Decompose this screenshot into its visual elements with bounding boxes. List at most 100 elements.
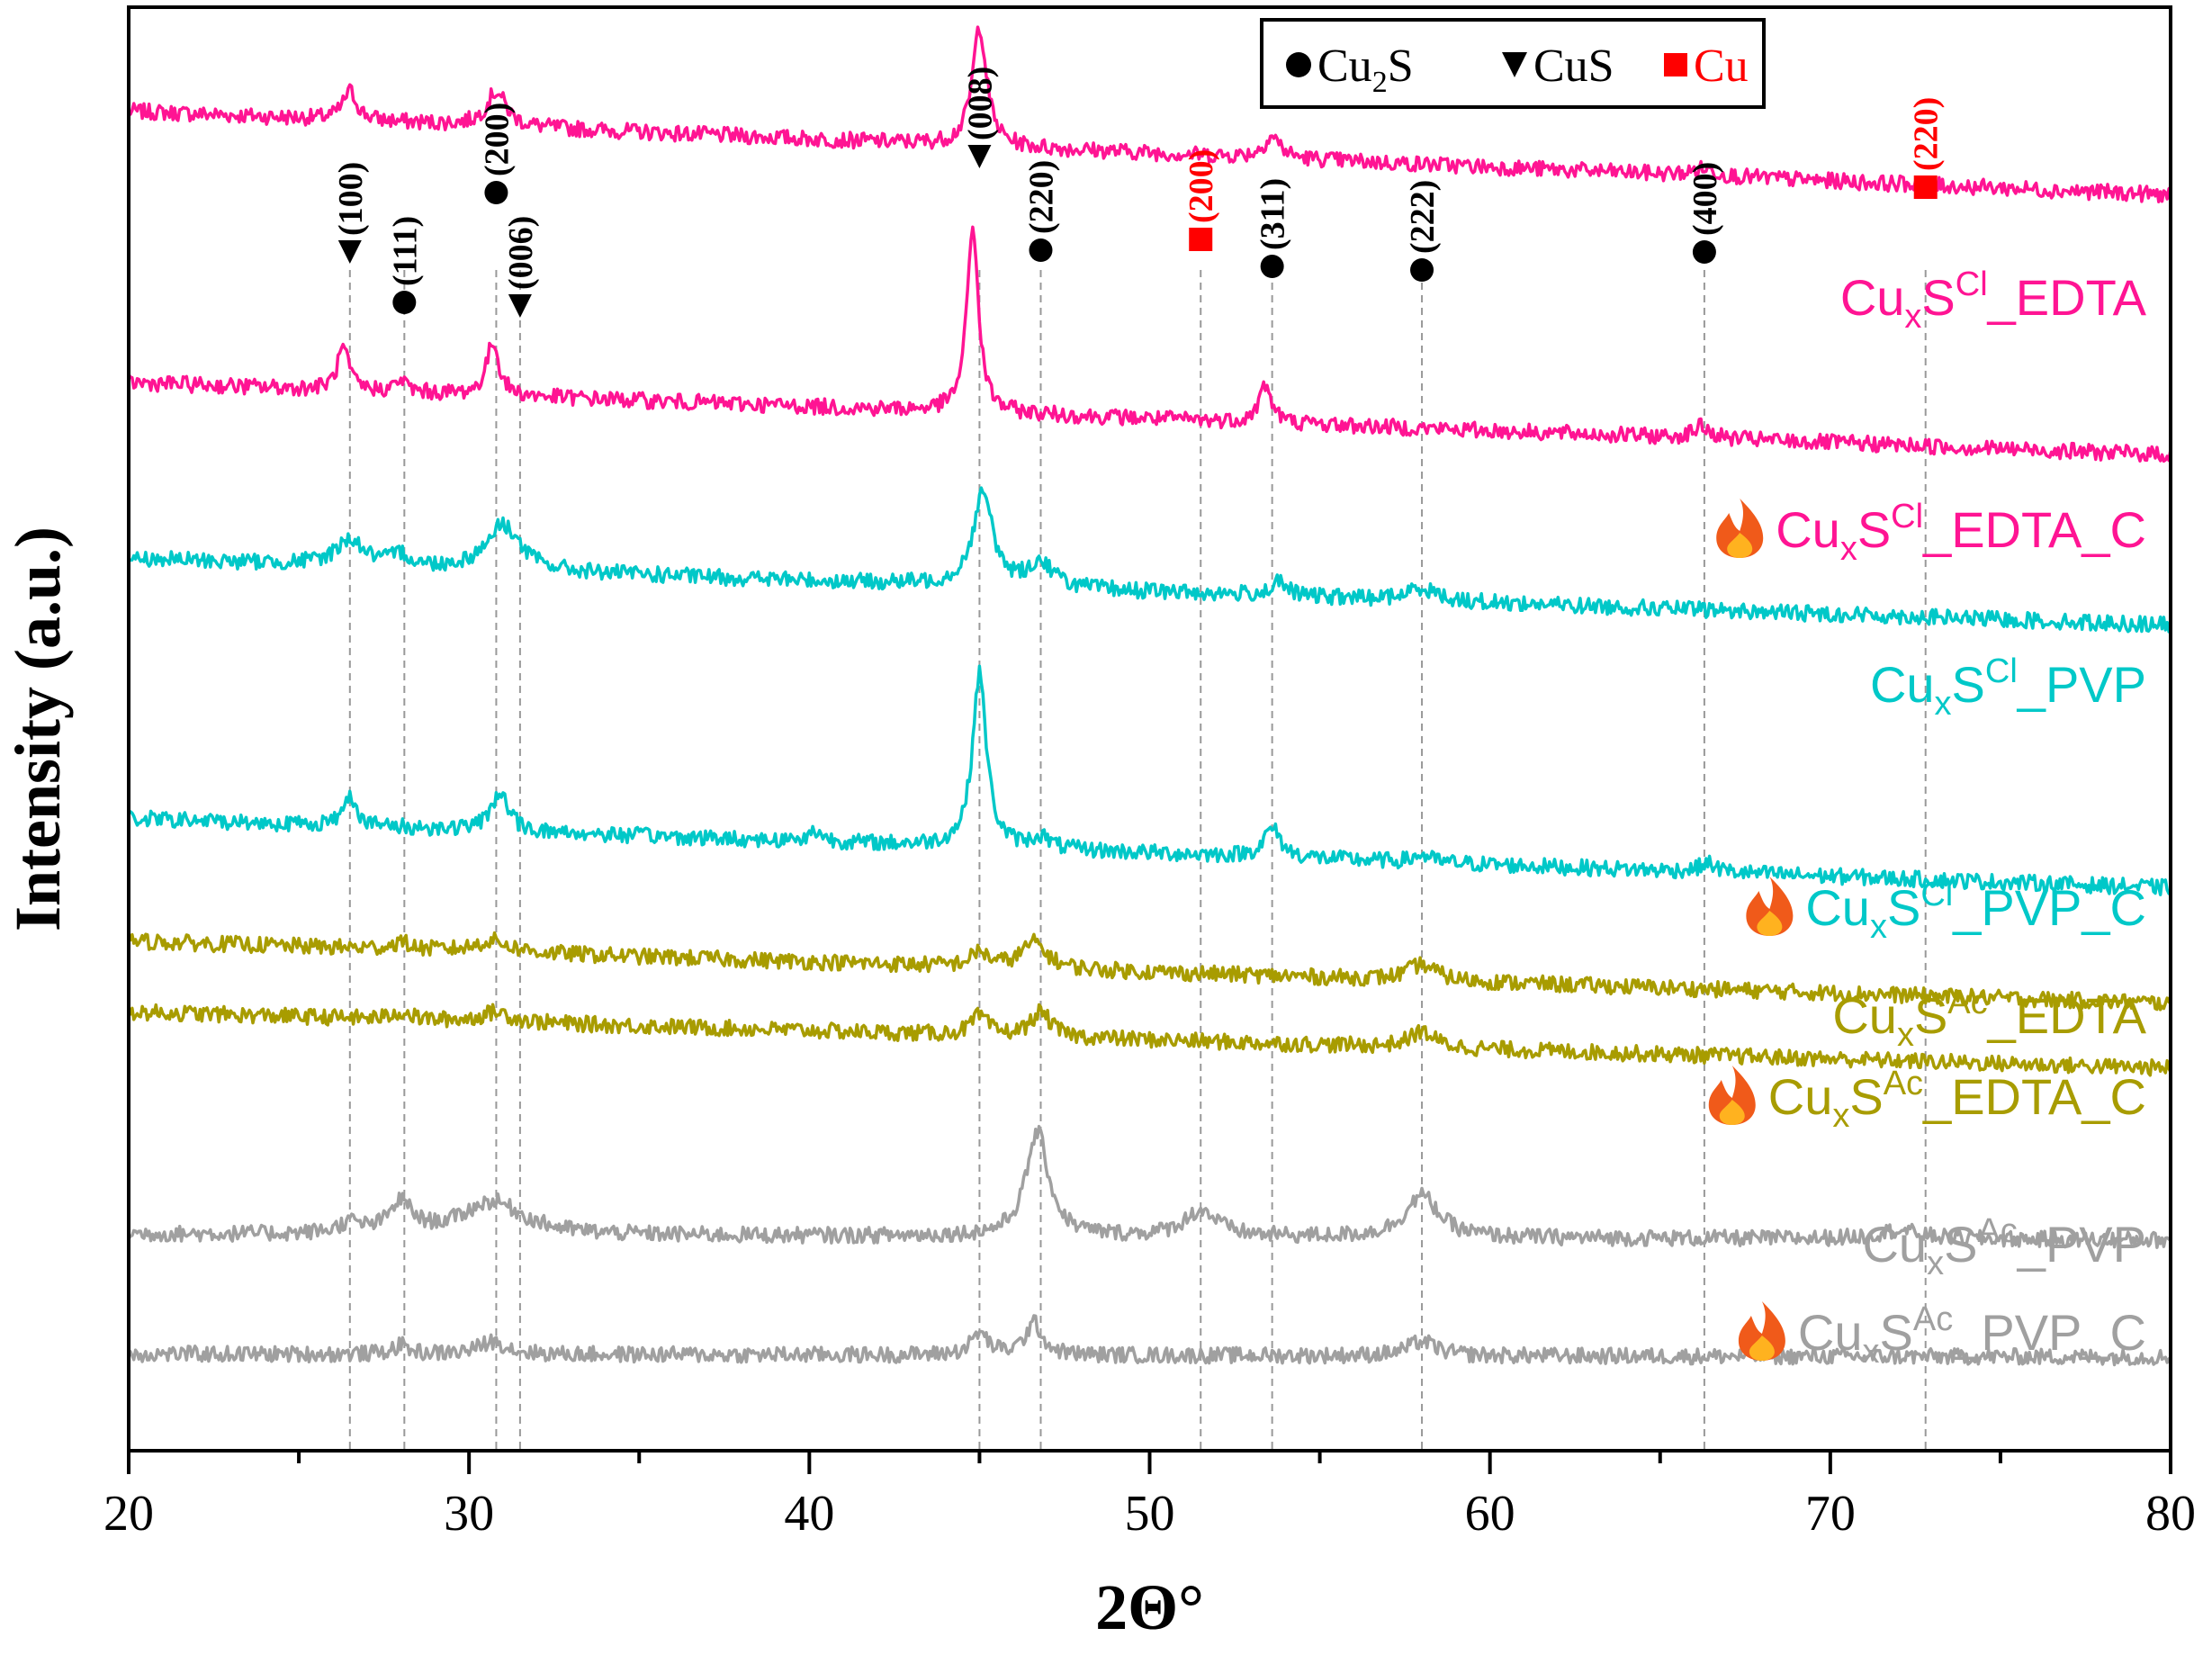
series-label-part: x [1832,1097,1849,1135]
series-line [128,931,2172,1012]
peak-hkl-label: (400) [1686,162,1724,236]
series-label-part: S [1921,269,1955,326]
cu2s-marker [1692,240,1716,264]
cus-marker [508,294,532,318]
peak-label-group: (100) (111) (200) (006) (008) (220) (200) (311)… [332,67,1946,318]
series-label-part: Cu [1768,1068,1833,1125]
fire-icon [1738,1301,1785,1361]
fire-outer-shape [1708,1066,1756,1125]
series-label-part: Cu [1870,656,1935,713]
series-label: CuxSCl_PVP_C [1805,876,2146,946]
legend-cu2s-marker [1286,52,1311,77]
legend-label-part: 2 [1372,66,1388,99]
legend-label: Cu [1694,40,1749,92]
series-label-part: x [1897,1016,1914,1054]
peak-hkl-label: (311) [1254,178,1292,250]
series-label-part: S [1914,987,1947,1044]
legend-cu-marker [1664,53,1687,76]
series-label-part: Cu [1798,1304,1863,1361]
series-label-part: Cu [1862,1216,1927,1273]
series-line [127,486,2172,634]
series-line [128,1003,2172,1077]
cu-marker [1913,175,1938,199]
series-label-part: Cu [1832,987,1897,1044]
series-label: CuxSCl_EDTA [1840,265,2147,336]
x-tick-label: 80 [2145,1486,2196,1542]
cu2s-marker [484,181,508,204]
series-label-part: _PVP [2017,1216,2146,1273]
series-label: CuxSAc_EDTA_C [1768,1065,2146,1135]
fire-icon [1746,877,1794,936]
series-label-part: Cl [1920,876,1953,913]
legend-label: Cu2S [1317,40,1414,99]
x-tick-label: 30 [444,1486,494,1542]
peak-hkl-label: (100) [332,162,370,236]
series-label-part: Ac [1947,984,1987,1021]
fire-inner-shape [1749,1336,1775,1361]
series-label-part: _EDTA_C [1922,1068,2146,1125]
series-label-part: x [1862,1333,1879,1371]
legend-label-part: S [1388,40,1414,92]
reference-line-group [348,270,1927,1451]
fire-icon [1708,1066,1756,1125]
series-label-part: _PVP_C [1952,1304,2146,1361]
fire-outer-shape [1738,1301,1785,1361]
series-label-part: x [1935,685,1952,723]
peak-hkl-label: (008) [961,67,999,140]
series-label-part: S [1944,1216,1977,1273]
cu2s-marker [1029,238,1053,262]
series-line [127,225,2172,463]
series-label-part: Ac [1977,1212,2017,1250]
series-label-part: Ac [1913,1300,1953,1338]
series-label-part: Cu [1840,269,1905,326]
peak-hkl-label: (111) [386,216,424,286]
x-axis: 20 30 40 50 60 70 80 [103,1451,2196,1542]
fire-outer-shape [1746,877,1794,936]
x-tick-label: 20 [103,1486,154,1542]
series-label-part: Cl [1985,652,2018,690]
peak-hkl-label: (006) [502,216,540,290]
fire-inner-shape [1727,533,1753,558]
cu2s-marker [1260,255,1284,278]
legend-cus-marker [1502,52,1527,77]
legend-label: CuS [1533,40,1614,92]
series-line [127,1314,2172,1367]
series-label-part: _EDTA [1987,987,2147,1044]
series-label-part: Ac [1884,1065,1923,1102]
series-line [127,25,2172,203]
series-label-part: _EDTA_C [1922,501,2146,558]
series-label-part: Cl [1956,265,1988,303]
peak-hkl-label: (200) [478,103,516,176]
x-tick-label: 70 [1805,1486,1856,1542]
series-label-part: Cl [1891,498,1923,535]
series-label: CuxSAc_PVP [1862,1212,2146,1282]
series-label-group: CuxSCl_EDTACuxSCl_EDTA_CCuxSCl_PVPCuxSCl… [1708,265,2147,1371]
series-label-part: Cu [1805,879,1870,936]
peak-hkl-label: (220) [1022,160,1060,234]
series-label: CuxSCl_PVP [1870,652,2146,723]
legend-label-part: Cu [1317,40,1372,92]
series-label-part: S [1879,1304,1912,1361]
series-label-part: S [1857,501,1891,558]
x-tick-label: 60 [1465,1486,1515,1542]
series-line [128,664,2172,896]
series-label-part: x [1904,298,1921,336]
fire-outer-shape [1716,499,1764,558]
cus-marker [337,240,362,264]
cu2s-marker [392,291,417,314]
series-label-part: Cu [1776,501,1840,558]
series-label-part: x [1870,908,1887,946]
series-label-part: _PVP_C [1952,879,2146,936]
series-label-part: S [1887,879,1920,936]
x-tick-label: 40 [784,1486,834,1542]
cus-marker [967,145,992,168]
legend: Cu2S CuS Cu [1260,18,1766,109]
peak-hkl-label: (222) [1404,180,1442,254]
fire-icon [1716,499,1764,558]
fire-inner-shape [1757,911,1783,936]
series-label-part: S [1952,656,1985,713]
series-label-part: x [1840,530,1857,568]
peak-hkl-label: (200) [1182,149,1220,223]
series-label: CuxSCl_EDTA_C [1776,498,2146,568]
